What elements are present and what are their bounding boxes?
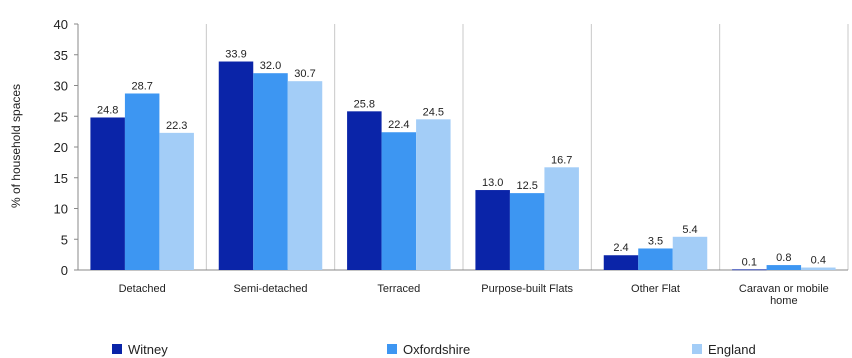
- data-label: 0.1: [742, 256, 757, 268]
- data-label: 2.4: [613, 242, 628, 254]
- bar-england: [287, 81, 323, 270]
- axes: [74, 23, 848, 271]
- category-label: Semi-detached: [234, 283, 308, 295]
- bar-witney: [732, 269, 767, 271]
- y-axis-title: % of household spaces: [9, 84, 23, 208]
- legend: Witney Oxfordshire England: [112, 342, 756, 357]
- data-label: 32.0: [260, 60, 281, 72]
- legend-swatch-england: [692, 344, 702, 354]
- category-labels: Detached Semi-detached Terraced Purpose-bui…: [119, 283, 829, 307]
- bar-witney: [603, 255, 639, 270]
- bar-england: [672, 236, 708, 270]
- category-gridlines: [205, 24, 849, 270]
- data-label: 28.7: [131, 80, 152, 92]
- data-labels: 24.8 33.9 25.8 13.0 2.4 0.1 28.7 32.0 22.4 12.5 3.…: [97, 49, 826, 269]
- bar-witney: [90, 117, 125, 270]
- category-label: Detached: [119, 283, 166, 295]
- bar-witney: [475, 190, 510, 270]
- y-tick-label: 25: [54, 109, 68, 124]
- data-label: 5.4: [682, 224, 697, 236]
- bar-oxfordshire: [509, 193, 545, 270]
- category-label: Other Flat: [631, 283, 680, 295]
- y-tick-labels: 0 5 10 15 20 25 30 35 40: [54, 17, 68, 278]
- category-label: Purpose-built Flats: [481, 283, 573, 295]
- data-label: 0.8: [776, 252, 791, 264]
- bars: [90, 61, 836, 271]
- data-label: 30.7: [294, 68, 315, 80]
- bar-oxfordshire: [766, 265, 802, 270]
- y-tick-label: 20: [54, 140, 68, 155]
- bar-witney: [218, 61, 254, 270]
- bar-england: [416, 119, 451, 270]
- legend-swatch-witney: [112, 344, 122, 354]
- bar-oxfordshire: [253, 73, 288, 270]
- y-tick-label: 10: [54, 202, 68, 217]
- y-tick-label: 5: [61, 232, 68, 247]
- data-label: 25.8: [354, 98, 375, 110]
- data-label: 3.5: [648, 235, 663, 247]
- legend-label-england: England: [708, 342, 756, 357]
- data-label: 24.8: [97, 104, 118, 116]
- legend-swatch-oxfordshire: [387, 344, 397, 354]
- bar-witney: [347, 111, 382, 270]
- data-label: 33.9: [225, 49, 246, 61]
- bar-england: [544, 167, 579, 270]
- data-label: 24.5: [423, 106, 444, 118]
- y-tick-label: 30: [54, 79, 68, 94]
- bar-england: [159, 132, 194, 270]
- legend-label-witney: Witney: [128, 342, 168, 357]
- data-label: 22.3: [166, 120, 187, 132]
- bar-england: [801, 267, 836, 270]
- data-label: 16.7: [551, 154, 572, 166]
- data-label: 22.4: [388, 119, 409, 131]
- category-label: home: [770, 295, 798, 307]
- bar-oxfordshire: [124, 93, 160, 271]
- y-tick-label: 15: [54, 171, 68, 186]
- data-label: 13.0: [482, 177, 503, 189]
- category-label: Caravan or mobile: [739, 283, 829, 295]
- y-tick-label: 40: [54, 17, 68, 32]
- data-label: 0.4: [811, 255, 826, 267]
- legend-label-oxfordshire: Oxfordshire: [403, 342, 470, 357]
- y-tick-label: 0: [61, 263, 68, 278]
- bar-oxfordshire: [381, 132, 417, 270]
- y-tick-label: 35: [54, 48, 68, 63]
- data-label: 12.5: [516, 180, 537, 192]
- category-label: Terraced: [377, 283, 420, 295]
- bar-oxfordshire: [638, 248, 673, 270]
